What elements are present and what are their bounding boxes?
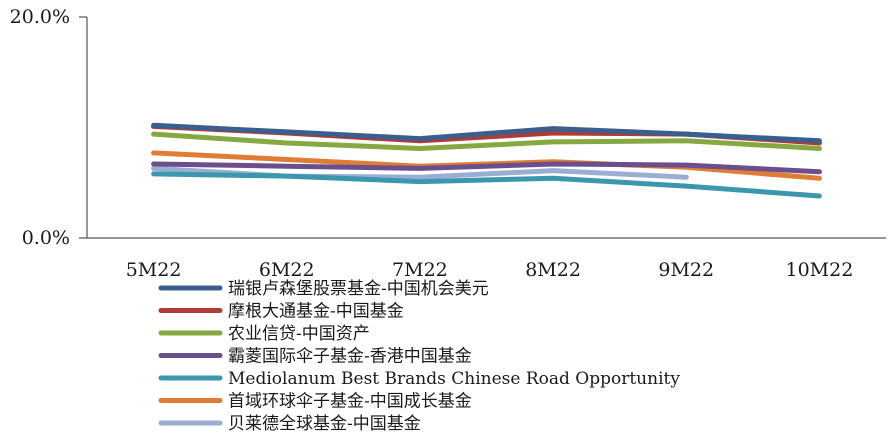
legend-label: Mediolanum Best Brands Chinese Road Oppo…: [228, 369, 680, 389]
series-line: [151, 131, 822, 151]
series-line: [151, 122, 822, 144]
legend-label: 霸菱国际伞子基金-香港中国基金: [228, 347, 472, 367]
legend-label: 农业信贷-中国资产: [228, 324, 370, 344]
x-tick-label: 8M22: [525, 259, 581, 281]
legend-label: 首域环球伞子基金-中国成长基金: [228, 392, 472, 412]
x-tick-label: 9M22: [658, 259, 714, 281]
series-line: [151, 171, 822, 199]
x-tick-label: 10M22: [786, 259, 854, 281]
series-line: [151, 161, 822, 175]
x-tick-label: 6M22: [259, 259, 315, 281]
legend-label: 贝莱德全球基金-中国基金: [228, 414, 421, 434]
y-tick-label: 20.0%: [10, 6, 70, 28]
x-tick-label: 7M22: [392, 259, 448, 281]
legend-label: 瑞银卢森堡股票基金-中国机会美元: [228, 279, 489, 299]
x-tick-labels: 5M22 6M22 7M22 8M22 9M22 10M22: [126, 259, 854, 281]
series-lines: [151, 122, 822, 199]
y-tick-labels: 0.0% 20.0%: [10, 6, 70, 249]
y-tick-label: 0.0%: [22, 227, 70, 249]
legend: 瑞银卢森堡股票基金-中国机会美元摩根大通基金-中国基金农业信贷-中国资产霸菱国际…: [158, 279, 680, 434]
legend-label: 摩根大通基金-中国基金: [228, 302, 404, 322]
x-tick-label: 5M22: [126, 259, 182, 281]
axes: [79, 16, 886, 239]
